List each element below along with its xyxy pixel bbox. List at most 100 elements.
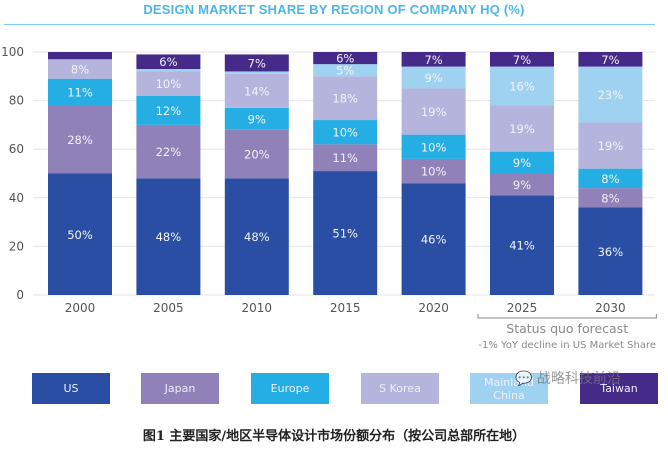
- data-label: 41%: [509, 239, 535, 253]
- bar-segment: [136, 178, 201, 295]
- legend-label: Taiwan: [600, 382, 638, 395]
- data-label: 10%: [156, 77, 182, 91]
- bar-segment: [578, 168, 643, 189]
- data-label: 19%: [598, 139, 624, 153]
- y-tick-label: 80: [9, 94, 24, 108]
- bar-segment: [401, 66, 466, 89]
- bar-segment: [490, 66, 554, 106]
- title-divider: [4, 24, 655, 25]
- bar-segment: [48, 78, 112, 106]
- legend-item: Europe: [251, 373, 329, 404]
- watermark: 💬 战略科技前沿: [515, 368, 621, 388]
- bar-segment: [490, 195, 554, 295]
- bar-segment: [490, 105, 554, 152]
- data-label: 14%: [244, 84, 270, 98]
- bar-segment: [578, 122, 643, 169]
- data-label: 9%: [248, 112, 266, 126]
- data-label: 9%: [513, 156, 531, 170]
- bar-segment: [313, 76, 378, 121]
- y-tick-label: 20: [9, 239, 24, 253]
- y-axis-ticks: 0 20 40 60 80 100: [1, 45, 24, 302]
- bar-segment: [48, 173, 112, 295]
- bar-segment: [136, 69, 201, 72]
- y-tick-label: 0: [16, 288, 24, 302]
- legend-label: Mainland China: [483, 375, 534, 402]
- bar-segment: [136, 54, 201, 70]
- bar-segment: [490, 52, 554, 67]
- x-tick-label: 2010: [242, 301, 273, 315]
- bar-segment: [401, 183, 466, 295]
- legend-item: US: [32, 373, 110, 404]
- bar-segment: [578, 66, 643, 123]
- forecast-bracket: Status quo forecast -1% YoY decline in U…: [477, 314, 657, 351]
- y-tick-label: 60: [9, 142, 24, 156]
- bar-stack-2000: 50% 28% 11% 8%: [48, 52, 112, 295]
- watermark-text: 战略科技前沿: [536, 371, 621, 387]
- bar-segment: [313, 64, 378, 77]
- bar-segment: [490, 151, 554, 174]
- bar-stack-2005: 48% 22% 12% 10% 6%: [136, 54, 201, 295]
- bar-segment: [48, 105, 112, 174]
- figure-caption: 图1 主要国家/地区半导体设计市场份额分布（按公司总部所在地）: [142, 429, 526, 444]
- data-label: 7%: [601, 53, 619, 67]
- data-label: 10%: [332, 126, 358, 140]
- data-label: 5%: [336, 64, 354, 78]
- data-label: 6%: [336, 52, 354, 66]
- data-label: 28%: [67, 133, 93, 147]
- bar-stack-2025: 41% 9% 9% 19% 16% 7%: [490, 52, 554, 295]
- legend-item: Mainland China: [470, 373, 548, 404]
- forecast-subtitle: -1% YoY decline in US Market Share: [478, 340, 656, 351]
- legend-label: Japan: [164, 382, 196, 395]
- data-label: 8%: [71, 63, 89, 77]
- bar-stack-2030: 36% 8% 8% 19% 23% 7%: [578, 52, 643, 295]
- data-label: 9%: [424, 71, 442, 85]
- data-label: 22%: [156, 145, 182, 159]
- bar-segment: [136, 71, 201, 96]
- wechat-icon: 💬: [515, 371, 533, 387]
- data-label: 18%: [332, 92, 358, 106]
- bar-segment: [224, 107, 289, 130]
- legend-item: Japan: [141, 373, 219, 404]
- data-label: 20%: [244, 148, 270, 162]
- data-label: 51%: [332, 227, 358, 241]
- bar-segment: [401, 88, 466, 135]
- bar-stack-2020: 46% 10% 10% 19% 9% 7%: [401, 52, 466, 295]
- bar-segment: [313, 120, 378, 145]
- forecast-title: Status quo forecast: [506, 321, 628, 336]
- bar-segment: [401, 134, 466, 159]
- data-label: 48%: [244, 230, 270, 244]
- bar-segment: [313, 144, 378, 172]
- bar-segment: [401, 158, 466, 184]
- data-label: 7%: [248, 56, 266, 70]
- bar-segment: [48, 52, 112, 60]
- bar-stack-2015: 51% 11% 10% 18% 5%6%: [313, 52, 378, 295]
- bar-segment: [401, 52, 466, 67]
- x-tick-label: 2030: [595, 301, 626, 315]
- data-label: 50%: [67, 228, 93, 242]
- bar-segment: [48, 59, 112, 79]
- bar-segment: [490, 173, 554, 196]
- bar-segment: [578, 52, 643, 67]
- bar-segment: [578, 207, 643, 295]
- data-label: 23%: [598, 88, 624, 102]
- data-label: 9%: [513, 178, 531, 192]
- legend-label: S Korea: [379, 382, 421, 395]
- bar-segment: [224, 129, 289, 179]
- bar-segment: [313, 171, 378, 295]
- data-label: 48%: [156, 230, 182, 244]
- data-label: 6%: [159, 55, 177, 69]
- bar-segment: [224, 178, 289, 295]
- bar-segment: [578, 188, 643, 208]
- bar-segment: [136, 95, 201, 125]
- legend-item: S Korea: [361, 373, 439, 404]
- bars: 50% 28% 11% 8% 48% 22% 12% 10% 6% 48% 20% 9% 14% 7% 51…: [48, 52, 643, 295]
- data-label: 19%: [421, 105, 447, 119]
- forecast-bracket-line: [477, 314, 657, 319]
- data-label: 46%: [421, 233, 447, 247]
- x-tick-label: 2015: [330, 301, 361, 315]
- x-axis-ticks: 2000 2005 2010 2015 2020 2025 2030: [65, 301, 626, 315]
- legend-item: Taiwan: [580, 373, 658, 404]
- data-label: 10%: [421, 140, 447, 154]
- bar-segment: [313, 52, 378, 65]
